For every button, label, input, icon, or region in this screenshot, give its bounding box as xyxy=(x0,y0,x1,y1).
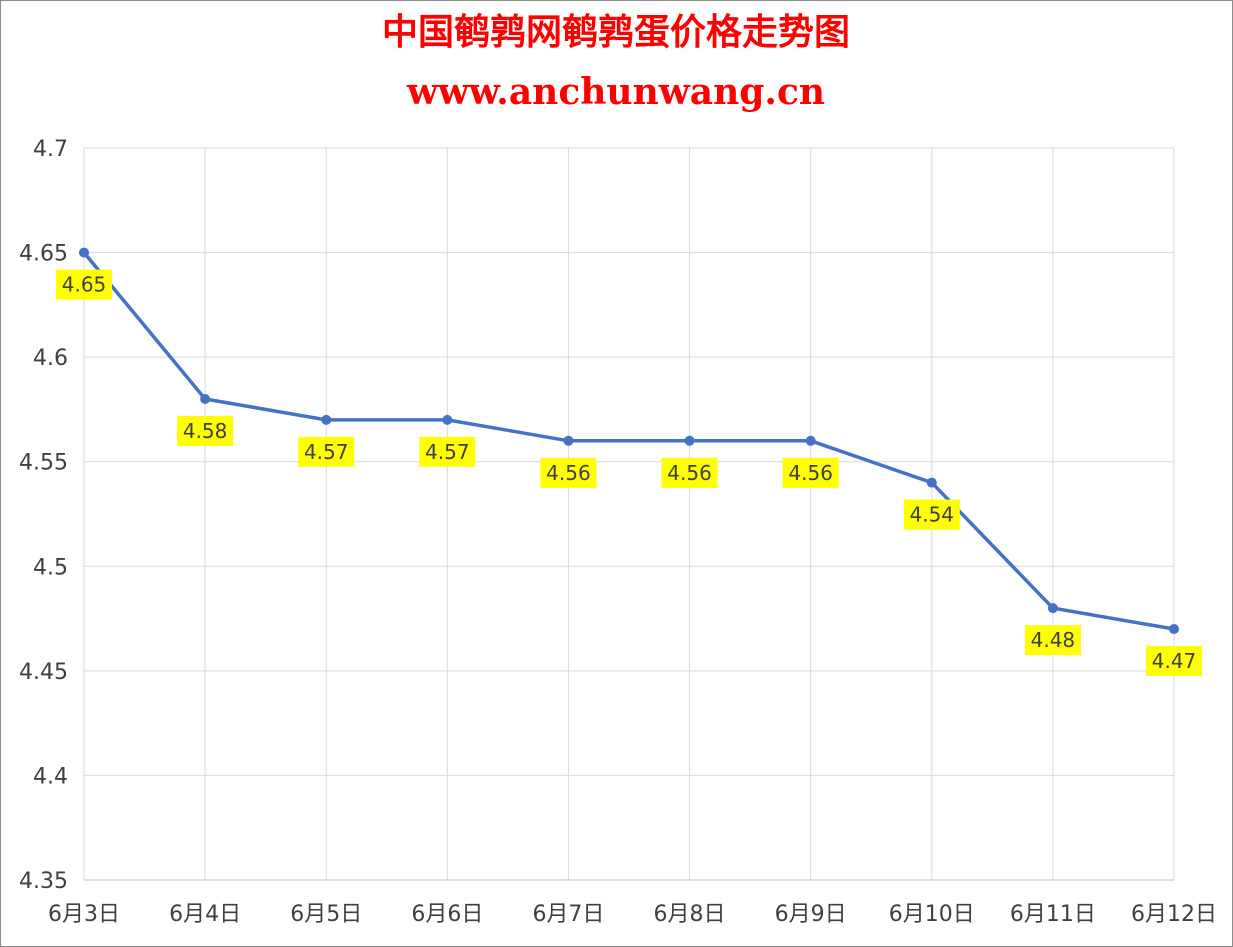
x-tick-label: 6月6日 xyxy=(411,902,483,927)
point xyxy=(1047,603,1058,614)
y-tick-label: 4.4 xyxy=(33,764,68,789)
x-tick-label: 6月4日 xyxy=(169,902,241,927)
value-label-box xyxy=(1024,625,1081,656)
x-tick-label: 6月7日 xyxy=(532,902,604,927)
y-tick-label: 4.6 xyxy=(33,346,68,371)
y-tick-label: 4.5 xyxy=(33,555,68,580)
value-label-box xyxy=(903,499,960,530)
value-label: 4.56 xyxy=(788,461,833,485)
value-label-box xyxy=(298,436,355,467)
y-tick-label: 4.65 xyxy=(19,242,68,267)
x-tick-label: 6月11日 xyxy=(1010,902,1096,927)
chart-title: 中国鹌鹑网鹌鹑蛋价格走势图 xyxy=(382,11,850,53)
x-tick-label: 6月9日 xyxy=(775,902,847,927)
value-label-box xyxy=(1146,646,1202,677)
x-tick-label: 6月8日 xyxy=(654,902,726,927)
point xyxy=(321,414,332,425)
point xyxy=(1169,624,1179,635)
y-tick-label: 4.45 xyxy=(19,660,68,685)
x-tick-label: 6月12日 xyxy=(1131,902,1217,927)
value-label: 4.65 xyxy=(62,273,107,297)
value-label-box xyxy=(419,436,476,467)
value-label: 4.57 xyxy=(304,440,349,464)
value-label-box xyxy=(177,415,234,446)
value-label-box xyxy=(661,457,718,488)
line xyxy=(82,251,1175,631)
point xyxy=(442,414,453,425)
value-label: 4.48 xyxy=(1031,628,1076,652)
value-label: 4.54 xyxy=(910,503,955,527)
point xyxy=(684,435,695,446)
y-tick-label: 4.7 xyxy=(33,137,68,162)
value-label-box xyxy=(56,269,112,300)
value-label: 4.47 xyxy=(1152,649,1197,673)
y-tick-label: 4.35 xyxy=(19,869,68,894)
x-tick-label: 6月5日 xyxy=(290,902,362,927)
y-tick-label: 4.55 xyxy=(19,451,68,476)
chart-subtitle: www.anchunwang.cn xyxy=(406,71,825,113)
value-label: 4.56 xyxy=(546,461,591,485)
x-tick-label: 6月3日 xyxy=(48,902,120,927)
x-tick-label: 6月10日 xyxy=(889,902,975,927)
point xyxy=(200,393,211,404)
point xyxy=(563,435,574,446)
point xyxy=(926,477,937,488)
value-label: 4.56 xyxy=(667,461,712,485)
point xyxy=(805,435,816,446)
value-label: 4.57 xyxy=(425,440,470,464)
value-label-box xyxy=(782,457,839,488)
value-label-box xyxy=(540,457,597,488)
point xyxy=(79,247,89,258)
value-label: 4.58 xyxy=(183,419,228,443)
